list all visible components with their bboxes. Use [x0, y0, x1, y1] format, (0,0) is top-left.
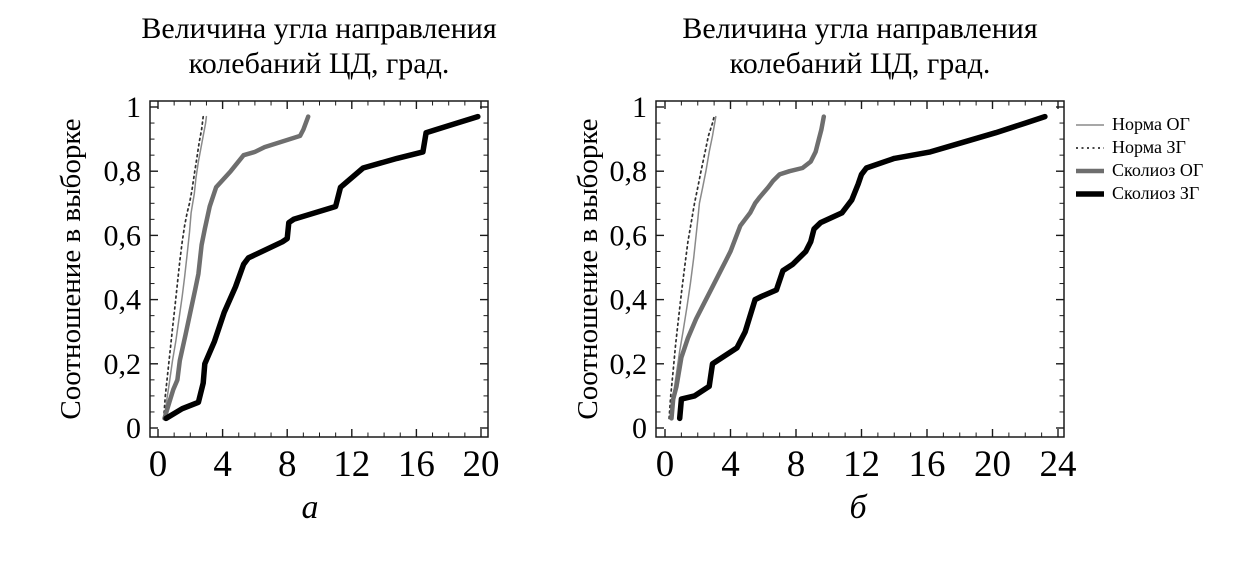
legend-label-norma-og: Норма ОГ: [1112, 114, 1190, 134]
x-tick-label: 12: [333, 444, 370, 485]
chart-b-title-line2: колебаний ЦД, град.: [729, 46, 991, 80]
series-b-norma-zg: [668, 115, 715, 420]
x-tick-label: 16: [909, 444, 946, 485]
x-tick-label: 12: [843, 444, 880, 485]
series-a-skolioz-og: [162, 114, 311, 421]
legend-item-norma-og: Норма ОГ: [1075, 114, 1203, 135]
series-a-norma-zg: [162, 115, 205, 420]
chart-b-sublabel: б: [849, 489, 867, 526]
x-tick-label: 8: [787, 444, 806, 485]
x-tick-label: 24: [1040, 444, 1077, 485]
chart-a-title-line1: Величина угла направления: [141, 12, 497, 45]
legend-swatch-norma-zg: [1076, 146, 1104, 149]
series-a-norma-og: [163, 115, 208, 420]
y-tick-label: 0: [126, 412, 141, 445]
legend-label-norma-zg: Норма ЗГ: [1112, 137, 1186, 157]
y-tick-label: 1: [126, 91, 141, 124]
y-tick-label: 0,6: [610, 219, 648, 252]
x-tick-label: 0: [656, 444, 675, 485]
x-tick-label: 0: [149, 444, 168, 485]
x-tick-label: 20: [463, 444, 500, 485]
legend: Норма ОГ Норма ЗГ Сколиоз ОГ Сколиоз ЗГ: [1075, 114, 1203, 206]
y-tick-label: 0,8: [610, 155, 648, 188]
y-tick-label: 0: [632, 412, 647, 445]
chart-a-plot: 0 4 8 12 16 20 0 0,2 0,4 0,6 0,8 1: [104, 91, 500, 485]
legend-swatch-norma-og: [1076, 123, 1104, 126]
chart-b-title-line1: Величина угла направления: [682, 12, 1038, 45]
x-tick-label: 4: [721, 444, 740, 485]
chart-b-ylabel: Соотношение в выборке: [572, 118, 604, 420]
legend-label-skolioz-og: Сколиоз ОГ: [1112, 160, 1204, 180]
series-a-skolioz-zg: [163, 113, 481, 422]
chart-b-frame: [655, 100, 1065, 438]
y-tick-label: 0,2: [610, 348, 648, 381]
y-tick-label: 0,2: [104, 348, 142, 381]
chart-a-title: Величина угла направления колебаний ЦД, …: [79, 12, 559, 82]
legend-label-skolioz-zg: Сколиоз ЗГ: [1112, 183, 1200, 203]
x-tick-label: 16: [398, 444, 435, 485]
legend-swatch-skolioz-og: [1076, 168, 1104, 173]
chart-a-sublabel: а: [301, 489, 319, 526]
series-b-skolioz-zg: [676, 113, 1048, 422]
legend-item-norma-zg: Норма ЗГ: [1075, 137, 1203, 158]
series-b-skolioz-og: [669, 114, 827, 421]
legend-item-skolioz-zg: Сколиоз ЗГ: [1075, 183, 1203, 204]
x-tick-label: 4: [213, 444, 232, 485]
series-b-norma-og: [669, 115, 717, 420]
y-tick-label: 0,6: [104, 219, 142, 252]
y-tick-label: 0,4: [610, 284, 648, 317]
legend-item-skolioz-og: Сколиоз ОГ: [1075, 160, 1203, 181]
y-tick-label: 1: [632, 91, 647, 124]
chart-b-title: Величина угла направления колебаний ЦД, …: [620, 12, 1100, 82]
chart-a-ylabel: Соотношение в выборке: [55, 118, 87, 420]
y-tick-label: 0,4: [104, 284, 142, 317]
x-tick-label: 20: [974, 444, 1011, 485]
legend-swatch-skolioz-zg: [1076, 190, 1104, 197]
x-tick-label: 8: [278, 444, 297, 485]
chart-b-plot: 0 4 8 12 16 20 24 0 0,2 0,4 0,6 0,8 1: [610, 91, 1077, 485]
chart-a-title-line2: колебаний ЦД, град.: [188, 46, 450, 80]
y-tick-label: 0,8: [104, 155, 142, 188]
